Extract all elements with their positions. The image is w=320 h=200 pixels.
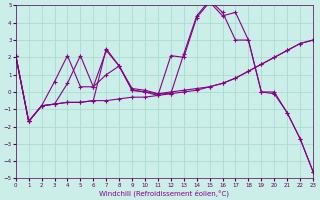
X-axis label: Windchill (Refroidissement éolien,°C): Windchill (Refroidissement éolien,°C) [100,189,229,197]
